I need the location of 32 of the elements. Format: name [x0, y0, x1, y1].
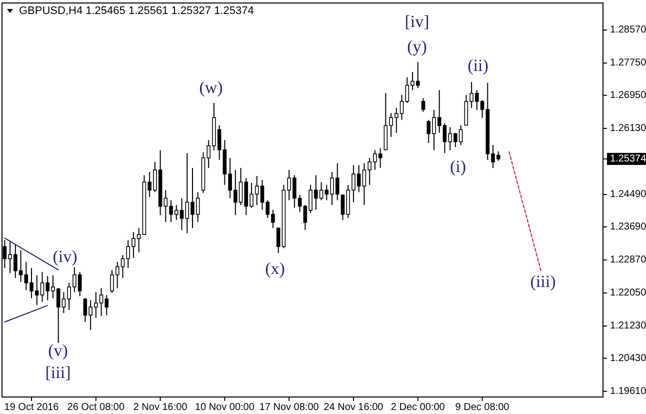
y-tick-label: 1.26950: [610, 90, 646, 101]
y-tick-label: 1.23690: [610, 221, 646, 232]
x-tick-label: 9 Dec 08:00: [455, 402, 510, 413]
candlestick: [421, 98, 426, 112]
y-tick-label: 1.27750: [610, 58, 646, 69]
y-tick-label: 1.28570: [610, 24, 646, 36]
x-tick-label: 10 Nov 00:00: [194, 402, 255, 413]
y-tick-label: 1.26130: [610, 123, 646, 134]
y-tick-label: 1.21230: [610, 320, 646, 332]
x-tick-label: 2 Dec 00:00: [390, 402, 446, 413]
annotation: (w): [199, 78, 223, 97]
y-tick-label: 1.20430: [610, 352, 646, 364]
x-tick-label: 24 Nov 16:00: [324, 402, 384, 413]
y-tick-label: 1.22050: [610, 288, 646, 299]
annotation: [iv]: [404, 12, 430, 31]
annotation: [iii]: [45, 362, 71, 382]
annotation: (iv): [52, 246, 78, 266]
y-tick-label: 1.25374: [610, 154, 646, 165]
annotation: (v): [48, 340, 68, 360]
x-tick-label: 2 Nov 16:00: [133, 402, 188, 413]
annotation: (ii): [468, 56, 488, 75]
annotation: (i): [450, 156, 466, 176]
y-tick-label: 1.19610: [610, 386, 646, 397]
x-tick-label: 19 Oct 2016: [4, 402, 60, 413]
chart-title: GBPUSD,H4 1.25465 1.25561 1.25327 1.25374: [19, 5, 254, 17]
y-tick-label: 1.22870: [610, 254, 646, 266]
annotation: (x): [265, 258, 285, 278]
x-tick-label: 17 Nov 08:00: [259, 402, 320, 413]
annotation: (iii): [530, 272, 556, 291]
x-tick-label: 26 Oct 08:00: [67, 402, 125, 413]
annotation: (y): [407, 36, 427, 56]
y-tick-label: 1.24490: [610, 189, 646, 200]
